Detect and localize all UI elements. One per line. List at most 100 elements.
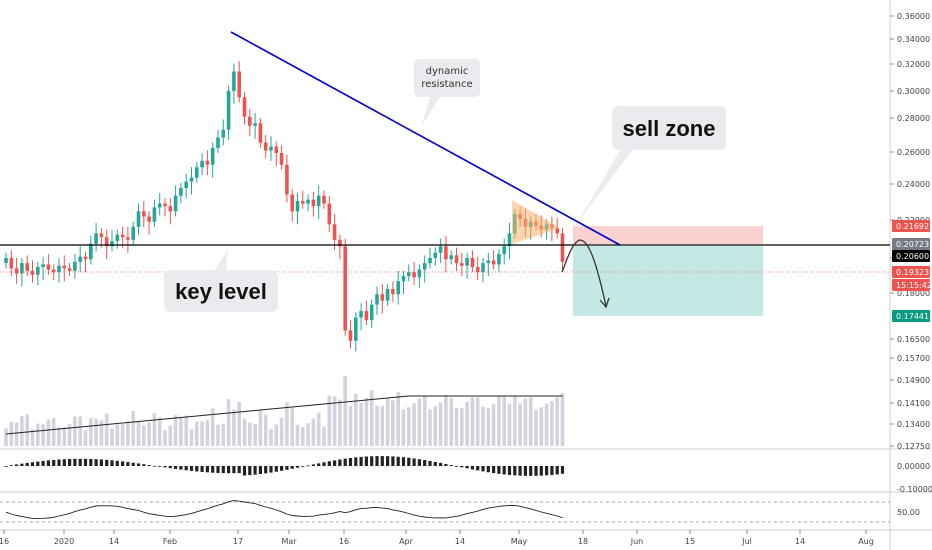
candle-body	[481, 263, 485, 273]
price-tick-label: 0.24000	[897, 180, 930, 189]
macd-bar	[174, 466, 178, 469]
macd-bar	[417, 459, 421, 466]
macd-bar	[338, 459, 342, 466]
price-badge	[892, 238, 930, 250]
sell-zone-target-area	[573, 246, 763, 316]
volume-bar	[269, 429, 273, 446]
price-tick-label: 0.32000	[897, 60, 930, 69]
key-level-label: key level	[175, 279, 267, 304]
volume-bar	[534, 410, 538, 446]
candle-body	[364, 311, 369, 321]
candle-body	[184, 181, 188, 189]
sell-zone-callout[interactable]: sell zone	[578, 106, 726, 222]
macd-bar	[492, 466, 496, 474]
candle-body	[46, 264, 51, 270]
dynamic-resistance-trendline[interactable]	[230, 31, 621, 246]
candle-body	[285, 164, 289, 195]
candle-body	[78, 256, 82, 262]
key-level-callout[interactable]: key level	[164, 250, 278, 312]
candle-body	[4, 257, 8, 264]
macd-bar	[375, 456, 379, 466]
candle-body	[189, 177, 194, 182]
volume-bar	[465, 401, 469, 446]
macd-bar	[327, 461, 331, 466]
volume-bar	[242, 418, 247, 446]
candle-body	[195, 167, 199, 178]
macd-bar	[290, 466, 294, 469]
volume-bar	[210, 408, 215, 446]
candle-body	[454, 255, 459, 264]
candle-body	[120, 234, 125, 238]
rsi-axis: 50.00	[897, 508, 920, 517]
macd-bar	[68, 459, 72, 466]
candle-body	[417, 269, 422, 278]
price-badge	[892, 310, 930, 322]
volume-bar	[502, 395, 506, 446]
candle-body	[62, 265, 67, 269]
volume-bar	[454, 407, 459, 446]
macd-bar	[470, 466, 474, 470]
macd-bar	[184, 466, 188, 471]
candle-body	[51, 269, 56, 273]
price-tick-label: 0.12750	[897, 442, 930, 451]
price-badge-label: 0.20723	[896, 240, 929, 249]
candle-body	[25, 263, 29, 271]
volume-bar	[322, 426, 326, 446]
macd-bar	[110, 460, 114, 466]
macd-bar	[62, 459, 66, 466]
macd-bar	[46, 460, 50, 466]
macd-bar	[333, 460, 337, 466]
time-tick-label: 2020	[54, 537, 74, 546]
macd-bar	[295, 466, 300, 468]
macd-bar	[242, 466, 247, 476]
candle-body	[131, 226, 135, 240]
volume-bar	[311, 418, 316, 446]
candle-body	[311, 199, 316, 207]
macd-bar	[189, 466, 194, 471]
macd-bar	[25, 462, 29, 466]
volume-bar	[491, 404, 496, 446]
volume-bar	[486, 408, 491, 446]
volume-bar	[216, 424, 220, 446]
macd-bar	[227, 466, 231, 474]
volume-bar	[428, 409, 432, 446]
volume-bar	[136, 421, 141, 446]
macd-bar	[359, 456, 363, 466]
candle-body	[9, 257, 14, 269]
macd-bar	[444, 464, 448, 466]
volume-bar	[20, 415, 24, 446]
macd-bar	[460, 466, 464, 468]
volume-bar	[359, 402, 363, 446]
macd-bar	[121, 461, 125, 466]
volume-bar	[104, 413, 109, 446]
macd-bar	[396, 456, 400, 466]
time-axis[interactable]: 16 2020 14 Feb 17 Mar 16 Apr 14 May 18 Jun 15 Jul 14 Au…	[0, 530, 874, 546]
price-tick-label: 0.18000	[897, 289, 930, 298]
volume-bar	[195, 421, 199, 446]
candle-body	[295, 200, 300, 212]
candle-body	[67, 268, 72, 271]
volume-bar	[126, 421, 130, 446]
sell-zone-stop-area	[573, 226, 763, 244]
candle-body	[232, 71, 236, 91]
volume-bar	[147, 422, 151, 446]
macd-bar	[57, 459, 61, 466]
volume-bar	[94, 418, 98, 446]
candle-body	[237, 71, 241, 98]
volume-bar	[550, 401, 554, 446]
time-tick-label: 18	[578, 537, 588, 546]
macd-bar	[4, 466, 8, 467]
candle-body	[560, 233, 565, 262]
candle-body	[502, 246, 506, 255]
candle-body	[338, 239, 342, 247]
candle-body	[200, 160, 204, 168]
volume-bar	[67, 424, 72, 446]
volume-bar	[226, 399, 231, 446]
dynamic-resistance-callout[interactable]: dynamic resistance	[414, 59, 480, 125]
price-tick-label: 0.26000	[897, 148, 930, 157]
candle-body	[497, 254, 501, 265]
volume-bar	[115, 424, 120, 446]
candle-body	[322, 195, 326, 204]
rsi-line	[5, 500, 563, 519]
